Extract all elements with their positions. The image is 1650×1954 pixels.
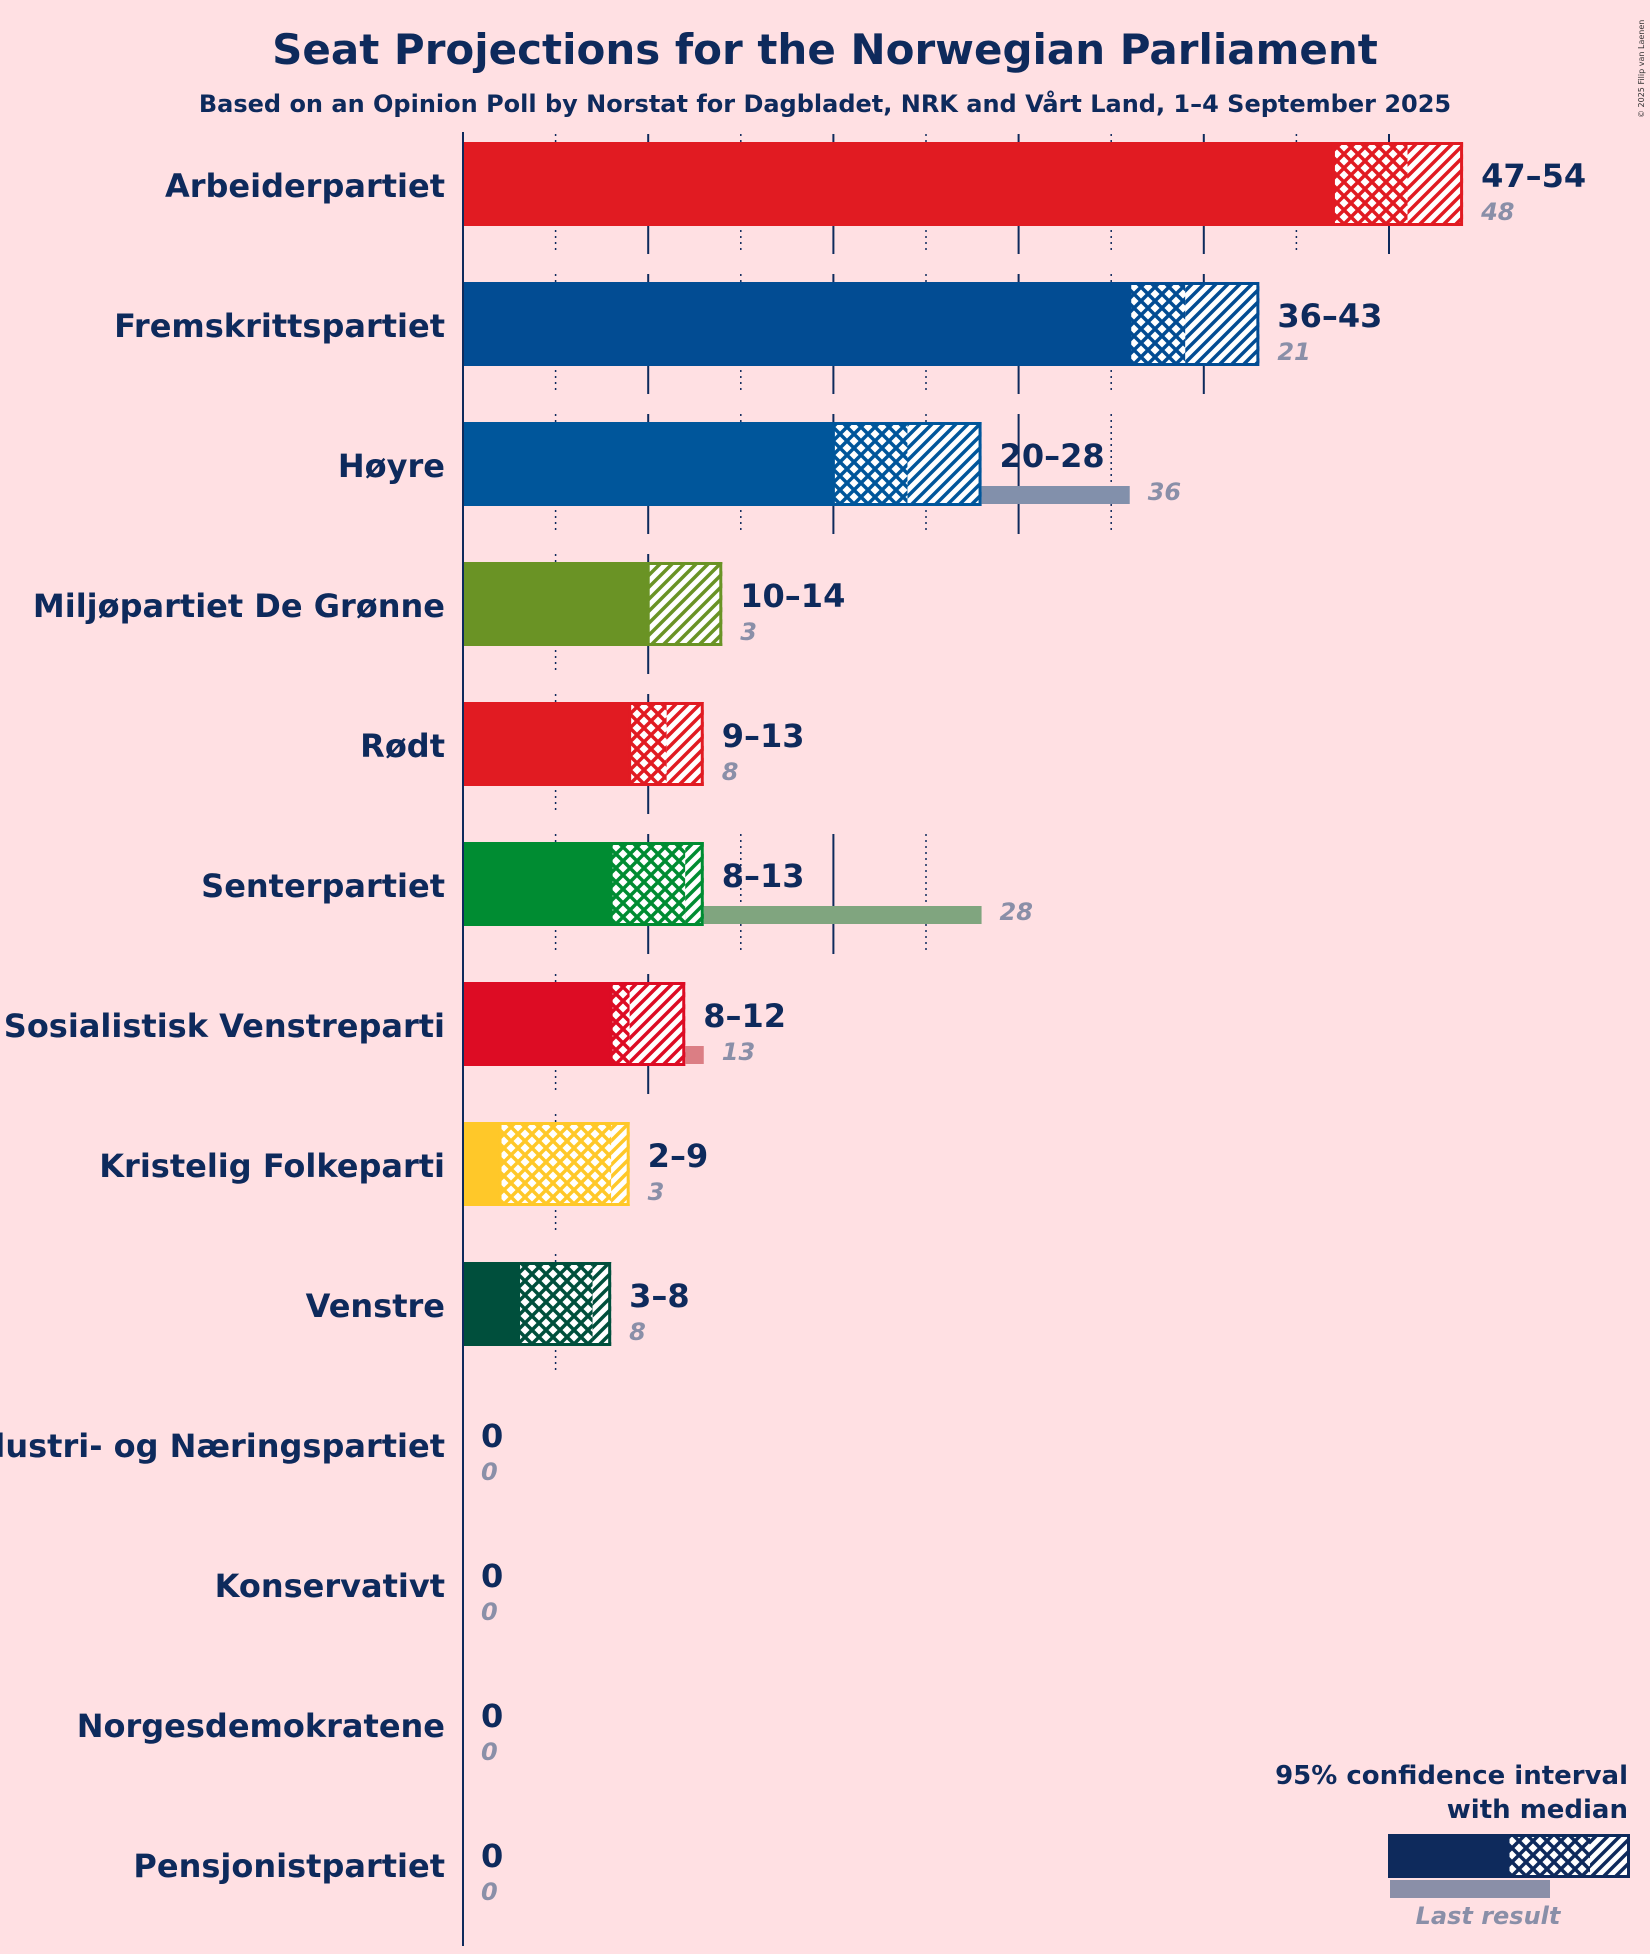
range-label-12: 0 [481, 1837, 503, 1875]
ci-lower-hatch-7 [500, 1122, 612, 1206]
chart-subtitle: Based on an Opinion Poll by Norstat for … [199, 89, 1451, 118]
party-label-11: Norgesdemokratene [77, 1707, 445, 1745]
last-label-8: 8 [629, 1318, 646, 1346]
range-label-10: 0 [481, 1557, 503, 1595]
ci-outline-1 [1128, 282, 1260, 366]
ci-upper-hatch-4 [666, 702, 704, 786]
legend-outline [1506, 1834, 1630, 1878]
legend-last-result-swatch [1390, 1880, 1550, 1898]
party-label-1: Fremskrittspartiet [114, 307, 445, 345]
range-label-0: 47–54 [1481, 157, 1586, 195]
legend: 95% confidence interval with median Last… [1275, 1761, 1630, 1930]
party-label-10: Konservativt [215, 1567, 445, 1605]
ci-upper-hatch-0 [1407, 142, 1464, 226]
ci-outline-0 [1331, 142, 1464, 226]
legend-title-line2: with median [1447, 1795, 1628, 1825]
range-label-7: 2–9 [648, 1137, 709, 1175]
ci-lower-hatch-1 [1129, 282, 1186, 366]
range-label-1: 36–43 [1277, 297, 1382, 335]
ci-solid-bar-1 [463, 282, 1130, 366]
legend-hatch-swatch [1590, 1834, 1630, 1878]
last-label-3: 3 [740, 618, 757, 646]
ci-upper-hatch-5 [685, 842, 704, 926]
ci-outline-2 [831, 422, 982, 506]
last-label-0: 48 [1480, 198, 1514, 226]
ci-upper-hatch-1 [1185, 282, 1260, 366]
ci-outline-8 [517, 1262, 612, 1346]
ci-solid-bar-0 [463, 142, 1334, 226]
ci-outline-5 [609, 842, 704, 926]
legend-solid-swatch [1388, 1834, 1508, 1878]
chart-title: Seat Projections for the Norwegian Parli… [272, 25, 1378, 74]
range-label-5: 8–13 [722, 857, 805, 895]
last-label-5: 28 [1000, 898, 1033, 926]
party-label-2: Høyre [338, 447, 445, 485]
ci-upper-hatch-7 [611, 1122, 630, 1206]
ci-lower-hatch-6 [611, 982, 630, 1066]
ci-upper-hatch-2 [907, 422, 982, 506]
range-label-11: 0 [481, 1697, 503, 1735]
range-label-6: 8–12 [703, 997, 786, 1035]
ci-outline-6 [609, 982, 686, 1066]
ci-solid-bar-4 [463, 702, 630, 786]
legend-title-line1: 95% confidence interval [1275, 1761, 1628, 1791]
ci-outline-4 [628, 702, 704, 786]
ci-lower-hatch-0 [1333, 142, 1408, 226]
last-label-10: 0 [481, 1598, 498, 1626]
party-label-5: Senterpartiet [201, 867, 445, 905]
ci-solid-bar-3 [463, 562, 649, 646]
ci-upper-hatch-6 [629, 982, 686, 1066]
last-label-1: 21 [1277, 338, 1310, 366]
ci-upper-hatch-8 [592, 1262, 612, 1346]
copyright-notice: © 2025 Filip van Laenen [1637, 20, 1646, 118]
ci-lower-hatch-4 [629, 702, 667, 786]
party-label-0: Arbeiderpartiet [165, 167, 445, 205]
ci-solid-bar-5 [463, 842, 612, 926]
ci-lower-hatch-8 [518, 1262, 593, 1346]
party-label-3: Miljøpartiet De Grønne [33, 587, 445, 625]
ci-solid-bar-7 [463, 1122, 501, 1206]
last-label-7: 3 [648, 1178, 665, 1206]
range-label-9: 0 [481, 1417, 503, 1455]
party-label-7: Kristelig Folkeparti [99, 1147, 445, 1185]
ci-lower-hatch-2 [833, 422, 908, 506]
legend-last-result-label: Last result [1416, 1902, 1562, 1930]
ci-outline-3 [646, 562, 723, 646]
range-label-8: 3–8 [629, 1277, 690, 1315]
ci-solid-bar-8 [463, 1262, 519, 1346]
ci-solid-bar-2 [463, 422, 834, 506]
ci-outline-7 [498, 1122, 630, 1206]
party-label-4: Rødt [360, 727, 445, 765]
party-label-9: Industri- og Næringspartiet [0, 1427, 445, 1465]
last-label-12: 0 [481, 1878, 498, 1906]
last-label-9: 0 [481, 1458, 498, 1486]
ci-solid-bar-6 [463, 982, 612, 1066]
last-label-4: 8 [722, 758, 739, 786]
bars-group: Arbeiderpartiet 47–54 48 Fremskrittspartiet… [0, 142, 1586, 1906]
last-label-11: 0 [481, 1738, 498, 1766]
last-label-6: 13 [722, 1038, 755, 1066]
legend-cross-swatch [1508, 1834, 1590, 1878]
range-label-2: 20–28 [1000, 437, 1105, 475]
last-label-2: 36 [1148, 478, 1181, 506]
range-label-4: 9–13 [722, 717, 805, 755]
range-label-3: 10–14 [740, 577, 845, 615]
party-label-8: Venstre [306, 1287, 445, 1325]
party-label-6: Sosialistisk Venstreparti [4, 1007, 445, 1045]
party-label-12: Pensjonistpartiet [133, 1847, 445, 1885]
ci-upper-hatch-3 [648, 562, 723, 646]
ci-lower-hatch-5 [611, 842, 686, 926]
